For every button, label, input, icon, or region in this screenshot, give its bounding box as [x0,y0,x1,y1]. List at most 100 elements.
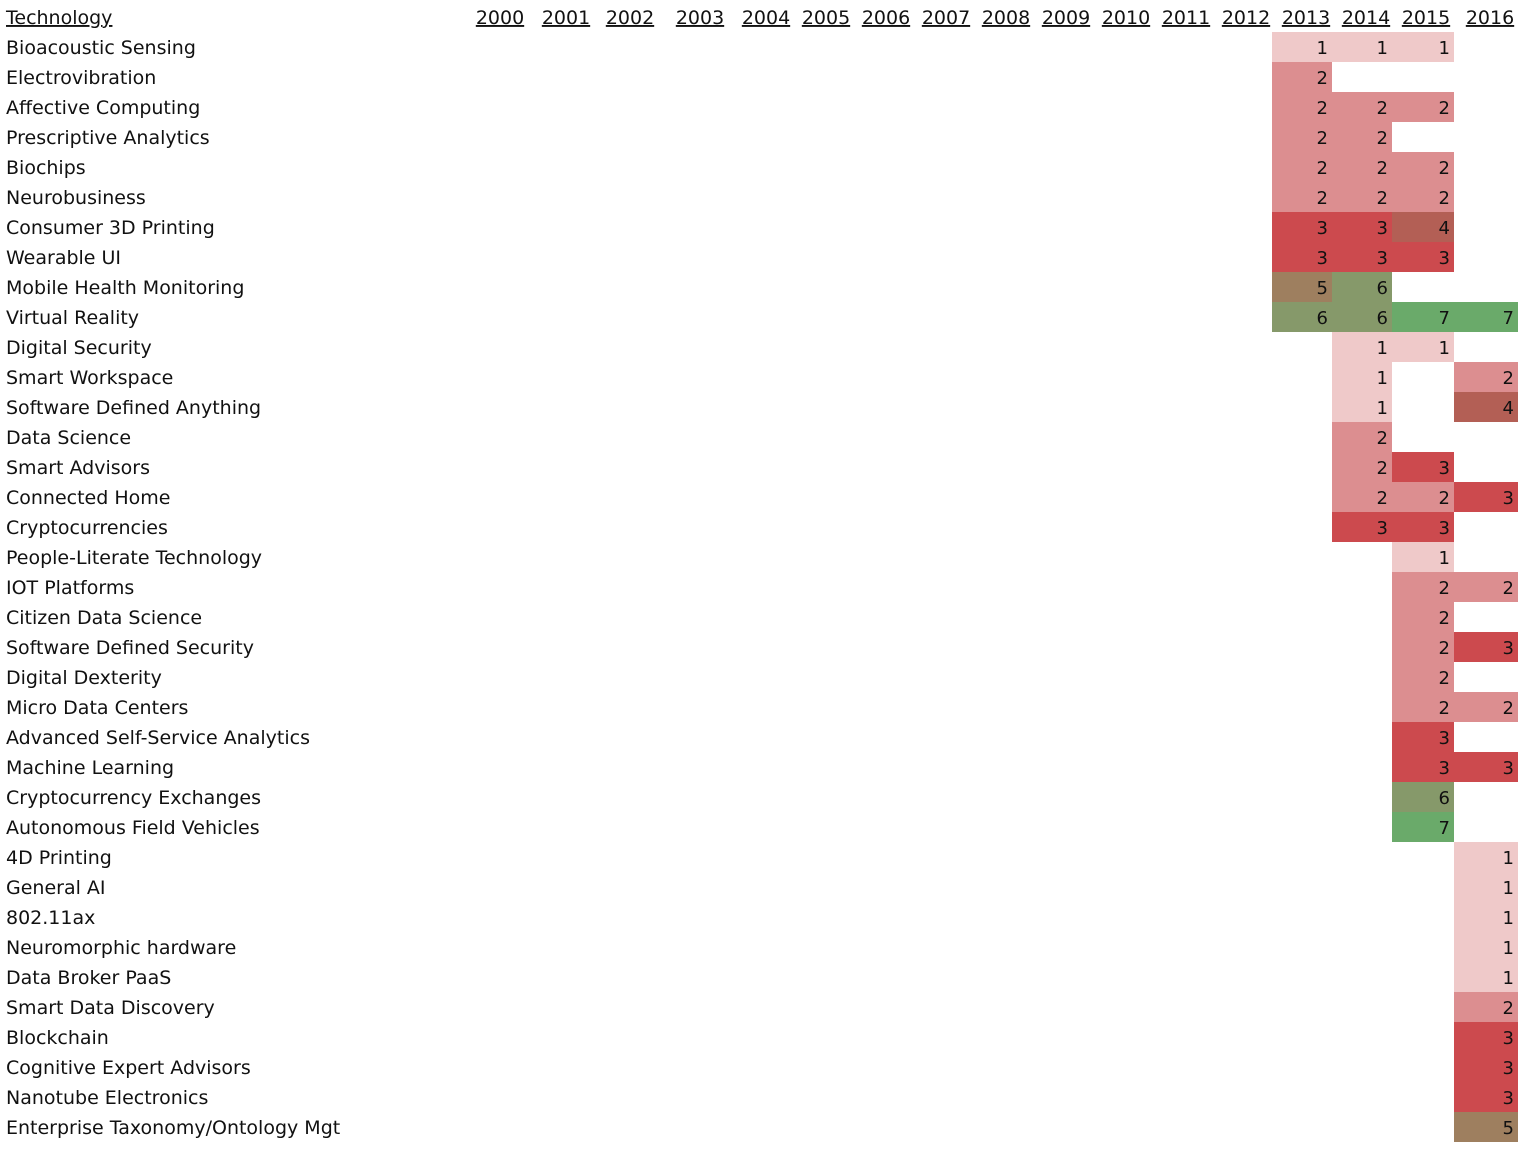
cells-layer [1272,32,1518,1142]
cell-digital-security-2014 [1332,332,1392,362]
cell-value-biochips-2015: 2 [1439,158,1450,179]
cell-value-connected-home-2014: 2 [1377,488,1388,509]
cell-value-autonomous-field-vehicles-2015: 7 [1439,818,1450,839]
year-header-2013: 2013 [1282,7,1330,29]
cell-software-defined-anything-2014 [1332,392,1392,422]
cell-value-neurobusiness-2015: 2 [1439,188,1450,209]
cell-affective-computing-2014 [1332,92,1392,122]
cell-value-cryptocurrencies-2014: 3 [1377,518,1388,539]
row-label-connected-home: Connected Home [6,487,170,509]
row-label-advanced-self-service-analytics: Advanced Self-Service Analytics [6,727,310,749]
text-layer: Technology 2000 2001 2002 2003 2004 2005 2006 2… [5,7,1514,1139]
row-label-general-ai: General AI [6,877,106,899]
cell-value-cryptocurrency-exchanges-2015: 6 [1439,788,1450,809]
row-label-software-defined-security: Software Defined Security [6,637,254,659]
row-label-wearable-ui: Wearable UI [6,247,121,269]
cell-value-bioacoustic-sensing-2014: 1 [1377,38,1388,59]
cell-mobile-health-monitoring-2014 [1332,272,1392,302]
cell-value-software-defined-anything-2014: 1 [1377,398,1388,419]
cell-value-nanotube-electronics-2016: 3 [1503,1088,1514,1109]
year-header-2002: 2002 [606,7,654,29]
row-label-affective-computing: Affective Computing [6,97,200,119]
cell-value-blockchain-2016: 3 [1503,1028,1514,1049]
row-label-smart-data-discovery: Smart Data Discovery [6,997,215,1019]
cell-value-mobile-health-monitoring-2014: 6 [1377,278,1388,299]
cell-value-cryptocurrencies-2015: 3 [1439,518,1450,539]
cell-bioacoustic-sensing-2014 [1332,32,1392,62]
cell-autonomous-field-vehicles-2015 [1392,812,1454,842]
cell-affective-computing-2015 [1392,92,1454,122]
year-header-2012: 2012 [1222,7,1270,29]
row-label-blockchain: Blockchain [6,1027,109,1049]
cell-iot-platforms-2015 [1392,572,1454,602]
cell-value-machine-learning-2015: 3 [1439,758,1450,779]
row-label-virtual-reality: Virtual Reality [6,307,139,329]
cell-value-data-broker-paas-2016: 1 [1503,968,1514,989]
cell-value-neurobusiness-2013: 2 [1317,188,1328,209]
cell-micro-data-centers-2016 [1454,692,1518,722]
cell-value-smart-data-discovery-2016: 2 [1503,998,1514,1019]
cell-value-citizen-data-science-2015: 2 [1439,608,1450,629]
row-label-cryptocurrencies: Cryptocurrencies [6,517,168,539]
row-label-cryptocurrency-exchanges: Cryptocurrency Exchanges [6,787,261,809]
cell-value-micro-data-centers-2016: 2 [1503,698,1514,719]
cell-neurobusiness-2014 [1332,182,1392,212]
cell-value-wearable-ui-2015: 3 [1439,248,1450,269]
cell-value-digital-security-2014: 1 [1377,338,1388,359]
row-label-software-defined-anything: Software Defined Anything [6,397,261,419]
row-label-data-broker-paas: Data Broker PaaS [6,967,171,989]
row-label-smart-workspace: Smart Workspace [6,367,173,389]
row-label-enterprise-taxonomy-ontology-mgt: Enterprise Taxonomy/Ontology Mgt [6,1117,340,1139]
cell-value-data-science-2014: 2 [1377,428,1388,449]
cell-smart-advisors-2014 [1332,452,1392,482]
cell-value-affective-computing-2015: 2 [1439,98,1450,119]
cell-virtual-reality-2014 [1332,302,1392,332]
cell-software-defined-security-2015 [1392,632,1454,662]
cell-cryptocurrencies-2014 [1332,512,1392,542]
cell-value-iot-platforms-2015: 2 [1439,578,1450,599]
cell-value-mobile-health-monitoring-2013: 5 [1317,278,1328,299]
cell-value-software-defined-anything-2016: 4 [1503,398,1514,419]
cell-data-broker-paas-2016 [1454,962,1518,992]
cell-wearable-ui-2015 [1392,242,1454,272]
row-label-consumer-3d-printing: Consumer 3D Printing [6,217,215,239]
cell-value-people-literate-technology-2015: 1 [1439,548,1450,569]
cell-cryptocurrency-exchanges-2015 [1392,782,1454,812]
year-header-2011: 2011 [1162,7,1210,29]
cell-neuromorphic-hardware-2016 [1454,932,1518,962]
year-header-2007: 2007 [922,7,970,29]
cell-value-bioacoustic-sensing-2015: 1 [1439,38,1450,59]
year-header-2005: 2005 [802,7,850,29]
cell-machine-learning-2016 [1454,752,1518,782]
cell-value-consumer-3d-printing-2014: 3 [1377,218,1388,239]
cell-value-biochips-2013: 2 [1317,158,1328,179]
cell-virtual-reality-2013 [1272,302,1332,332]
row-label-neurobusiness: Neurobusiness [6,187,146,209]
row-label-4d-printing: 4D Printing [6,847,112,869]
cell-smart-advisors-2015 [1392,452,1454,482]
cell-value-micro-data-centers-2015: 2 [1439,698,1450,719]
cell-value-enterprise-taxonomy-ontology-mgt-2016: 5 [1503,1118,1514,1139]
cell-consumer-3d-printing-2013 [1272,212,1332,242]
cell-software-defined-anything-2016 [1454,392,1518,422]
cell-cryptocurrencies-2015 [1392,512,1454,542]
cell-smart-workspace-2016 [1454,362,1518,392]
year-header-2004: 2004 [742,7,790,29]
cell-value-4d-printing-2016: 1 [1503,848,1514,869]
cell-value-virtual-reality-2015: 7 [1439,308,1450,329]
year-header-2006: 2006 [862,7,910,29]
row-label-electrovibration: Electrovibration [6,67,156,89]
cell-prescriptive-analytics-2014 [1332,122,1392,152]
cell-value-connected-home-2016: 3 [1503,488,1514,509]
cell-machine-learning-2015 [1392,752,1454,782]
cell-connected-home-2014 [1332,482,1392,512]
cell-software-defined-security-2016 [1454,632,1518,662]
row-label-mobile-health-monitoring: Mobile Health Monitoring [6,277,244,299]
cell-4d-printing-2016 [1454,842,1518,872]
cell-connected-home-2016 [1454,482,1518,512]
cell-value-consumer-3d-printing-2015: 4 [1439,218,1450,239]
year-header-2009: 2009 [1042,7,1090,29]
row-label-digital-dexterity: Digital Dexterity [6,667,162,689]
cell-value-biochips-2014: 2 [1377,158,1388,179]
